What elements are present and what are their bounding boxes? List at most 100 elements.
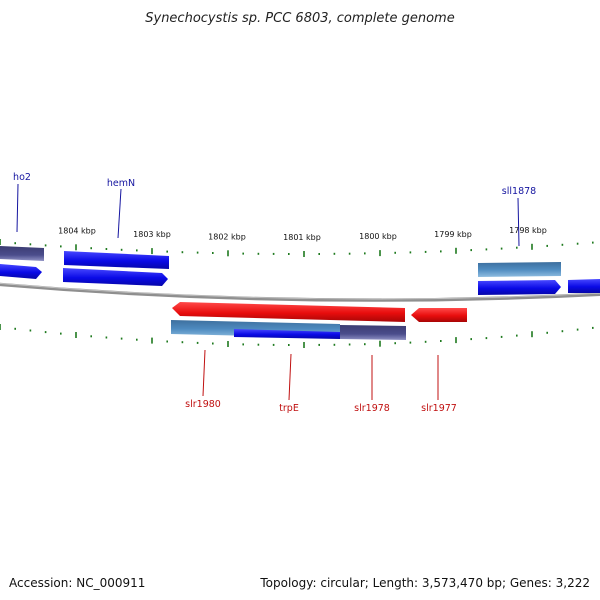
scale-tick-minor bbox=[120, 248, 123, 251]
scale-tick-minor bbox=[29, 329, 32, 332]
scale-tick-minor bbox=[424, 250, 427, 253]
scale-tick-minor bbox=[409, 251, 412, 254]
scale-tick-label: 1801 kbp bbox=[283, 233, 321, 242]
scale-tick-label: 1799 kbp bbox=[434, 230, 472, 239]
scale-tick-minor bbox=[440, 340, 442, 342]
gene-trpE-feature[interactable] bbox=[172, 302, 405, 322]
scale-tick-minor bbox=[440, 250, 442, 253]
gene-feature-forward-d[interactable] bbox=[568, 279, 600, 293]
genome-backbone bbox=[0, 282, 600, 302]
scale-tick-label: 1803 kbp bbox=[133, 230, 171, 239]
scale-tick-minor bbox=[500, 335, 503, 338]
scale-tick-minor bbox=[364, 343, 366, 346]
scale-tick-minor bbox=[318, 343, 320, 346]
gene-label-trpE[interactable]: trpE bbox=[279, 403, 299, 414]
scale-tick-minor bbox=[181, 341, 184, 344]
scale-tick-minor bbox=[516, 246, 518, 249]
map-title: Synechocystis sp. PCC 6803, complete gen… bbox=[145, 11, 454, 26]
scale-tick-major bbox=[227, 250, 229, 257]
scale-tick-minor bbox=[288, 253, 290, 255]
forward-features bbox=[0, 246, 600, 295]
scale-tick-major bbox=[75, 244, 77, 251]
scale-tick-minor bbox=[14, 327, 16, 330]
scale-tick-label: 1802 kbp bbox=[208, 232, 246, 241]
gene-label-slr1978[interactable]: slr1978 bbox=[354, 403, 390, 414]
gene-feature-reverse-a[interactable] bbox=[234, 329, 340, 339]
genome-summary: Topology: circular; Length: 3,573,470 bp… bbox=[260, 576, 590, 590]
scale-tick-minor bbox=[257, 252, 260, 255]
gene-labels-reverse: slr1980 trpE slr1978 slr1977 bbox=[185, 349, 457, 414]
scale-tick-minor bbox=[318, 253, 320, 255]
scale-tick-major bbox=[0, 239, 1, 245]
scale-tick-minor bbox=[561, 330, 564, 333]
scale-tick-minor bbox=[272, 343, 275, 346]
scale-tick-labels: 1804 kbp 1803 kbp 1802 kbp 1801 kbp 1800 kbp… bbox=[58, 226, 547, 242]
scale-tick-minor bbox=[29, 243, 32, 246]
scale-tick-major bbox=[0, 324, 1, 330]
scale-tick-minor bbox=[196, 251, 199, 254]
gene-ho2-feature[interactable] bbox=[0, 246, 44, 261]
scale-tick-minor bbox=[136, 338, 138, 341]
scale-tick-major bbox=[303, 342, 305, 348]
scale-tick-minor bbox=[166, 340, 168, 343]
scale-tick-minor bbox=[348, 343, 351, 346]
gene-slr1977-feature[interactable] bbox=[411, 308, 467, 322]
scale-tick-minor bbox=[60, 332, 62, 335]
scale-tick-minor bbox=[348, 252, 351, 255]
scale-tick-major bbox=[151, 248, 153, 255]
gene-label-slr1980[interactable]: slr1980 bbox=[185, 399, 221, 410]
scale-tick-label: 1804 kbp bbox=[58, 226, 96, 235]
gene-hemN-feature[interactable] bbox=[64, 251, 169, 269]
genome-backbone-highlight bbox=[0, 283, 600, 300]
gene-feature-forward-c[interactable] bbox=[478, 280, 561, 295]
scale-tick-minor bbox=[576, 328, 579, 331]
scale-tick-minor bbox=[90, 247, 92, 250]
scale-tick-minor bbox=[242, 343, 244, 346]
gene-label-ho2[interactable]: ho2 bbox=[13, 172, 31, 183]
scale-tick-minor bbox=[90, 335, 92, 338]
gene-label-slr1977[interactable]: slr1977 bbox=[421, 403, 457, 414]
scale-tick-major bbox=[379, 340, 381, 347]
scale-tick-minor bbox=[592, 241, 594, 244]
scale-tick-minor bbox=[485, 248, 488, 251]
gene-feature-forward-a[interactable] bbox=[0, 264, 42, 279]
scale-tick-minor bbox=[500, 247, 503, 250]
gene-slr1978-feature[interactable] bbox=[340, 325, 406, 340]
gene-sll1878-feature[interactable] bbox=[478, 262, 561, 277]
hemN-leader-line bbox=[117, 188, 122, 239]
scale-tick-minor bbox=[44, 331, 47, 334]
scale-tick-minor bbox=[272, 252, 275, 255]
scale-tick-major bbox=[531, 331, 533, 338]
scale-tick-label: 1798 kbp bbox=[509, 226, 547, 235]
scale-tick-minor bbox=[196, 341, 199, 344]
scale-tick-minor bbox=[14, 242, 16, 245]
gene-label-hemN[interactable]: hemN bbox=[107, 178, 135, 189]
scale-tick-minor bbox=[364, 252, 366, 255]
scale-tick-minor bbox=[485, 337, 488, 340]
scale-tick-major bbox=[531, 243, 533, 250]
scale-tick-major bbox=[379, 250, 381, 257]
scale-tick-minor bbox=[44, 244, 47, 247]
scale-ticks-forward bbox=[0, 239, 594, 257]
scale-tick-minor bbox=[424, 340, 427, 343]
scale-tick-minor bbox=[516, 334, 518, 337]
gene-labels-forward: ho2 hemN sll1878 bbox=[13, 172, 536, 247]
scale-tick-minor bbox=[394, 251, 396, 254]
scale-tick-minor bbox=[409, 341, 412, 344]
sll1878-leader-line bbox=[517, 197, 520, 247]
scale-tick-minor bbox=[546, 244, 548, 247]
scale-tick-major bbox=[151, 337, 153, 344]
scale-tick-minor bbox=[561, 243, 564, 246]
accession-label: Accession: NC_000911 bbox=[9, 576, 146, 590]
gene-feature-forward-b[interactable] bbox=[63, 268, 168, 286]
scale-tick-major bbox=[227, 341, 229, 347]
scale-tick-minor bbox=[592, 326, 594, 329]
scale-ticks-reverse bbox=[0, 324, 594, 348]
gene-label-sll1878[interactable]: sll1878 bbox=[502, 186, 536, 197]
scale-tick-minor bbox=[470, 249, 472, 252]
scale-tick-minor bbox=[394, 342, 396, 345]
scale-tick-major bbox=[75, 332, 77, 338]
scale-tick-minor bbox=[181, 251, 184, 254]
